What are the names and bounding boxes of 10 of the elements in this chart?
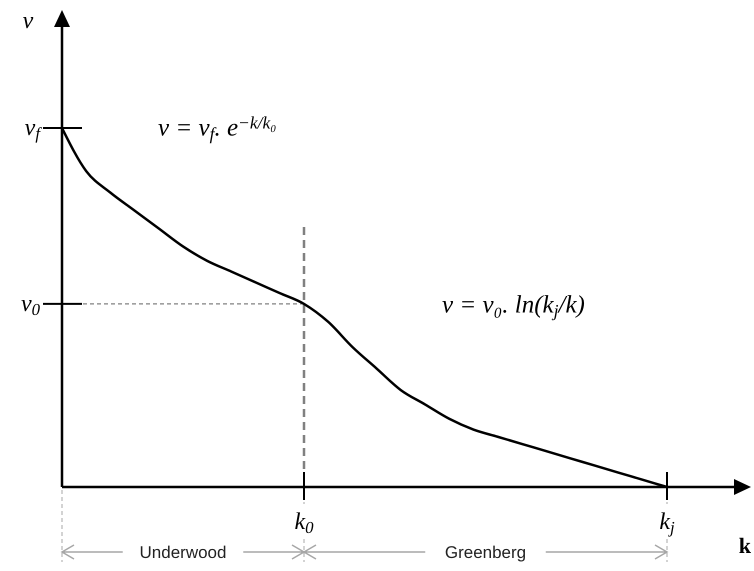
- text: Underwood: [140, 542, 226, 562]
- x-tick-label: k$_{j}$: [659, 509, 675, 537]
- annotation: v = v$_{f}$. e$^{−k/k₀}$: [158, 112, 276, 144]
- y-axis-title: v: [22, 8, 34, 34]
- text: Greenberg: [444, 542, 526, 562]
- x-tick-label: k$_{0}$: [294, 509, 314, 537]
- annotation: v = v₀. ln(k$_{j}$/k): [442, 292, 585, 320]
- text: v$_{f}$: [24, 115, 42, 143]
- text: v$_{0}$: [20, 291, 41, 319]
- x-axis-title: k: [738, 533, 752, 558]
